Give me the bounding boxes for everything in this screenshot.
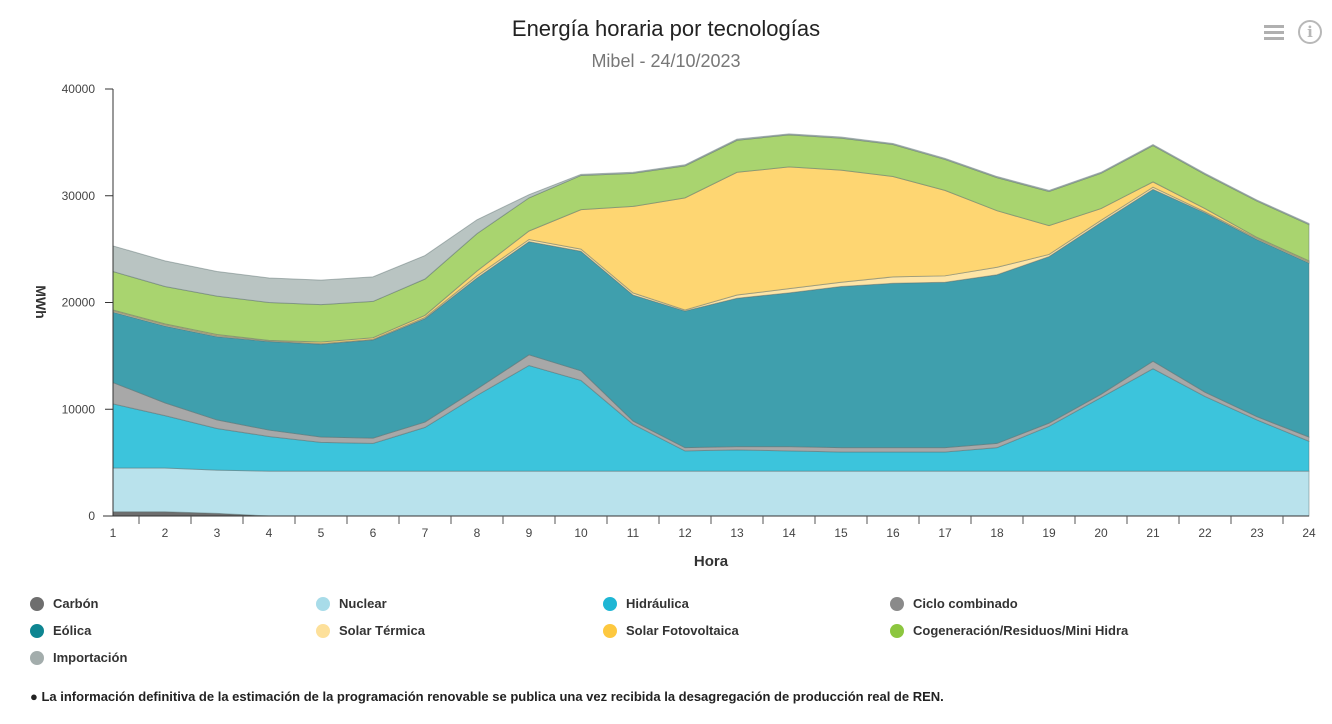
legend-item-cogeneracion-residuos-mini-hidra[interactable]: Cogeneración/Residuos/Mini Hidra	[890, 623, 1128, 638]
x-axis-title: Hora	[694, 553, 729, 570]
chart-title: Energía horaria por tecnologías	[511, 16, 821, 41]
area-series-group	[112, 133, 1310, 517]
y-tick-label: 10000	[62, 402, 96, 416]
y-tick-label: 20000	[62, 296, 96, 310]
legend-label: Solar Fotovoltaica	[626, 623, 739, 638]
x-tick-label: 4	[266, 526, 273, 540]
chart-toolbar: i	[1264, 20, 1322, 44]
legend-label: Ciclo combinado	[913, 596, 1018, 611]
x-tick-label: 3	[214, 526, 221, 540]
area-hidraulica[interactable]	[112, 364, 1310, 472]
legend-dot-icon	[316, 596, 330, 611]
x-tick-label: 19	[1042, 526, 1056, 540]
x-tick-label: 8	[474, 526, 481, 540]
x-tick-label: 23	[1250, 526, 1264, 540]
y-tick-label: 40000	[62, 82, 96, 96]
chart-subtitle: Mibel - 24/10/2023	[591, 51, 741, 71]
x-tick-label: 15	[834, 526, 848, 540]
x-tick-label: 21	[1146, 526, 1160, 540]
x-tick-label: 24	[1302, 526, 1316, 540]
x-tick-label: 11	[627, 526, 640, 540]
legend-item-carbon[interactable]: Carbón	[30, 596, 99, 611]
area-solar-termica[interactable]	[112, 186, 1310, 345]
x-tick-label: 13	[730, 526, 744, 540]
legend-label: Hidráulica	[626, 596, 689, 611]
legend-dot-icon	[316, 623, 330, 638]
x-tick-label: 9	[526, 526, 533, 540]
legend-label: Cogeneración/Residuos/Mini Hidra	[913, 623, 1129, 638]
legend-dot-icon	[30, 596, 44, 611]
legend-label: Eólica	[53, 623, 92, 638]
y-tick-label: 30000	[62, 189, 96, 203]
legend-item-importacion[interactable]: Importación	[30, 650, 127, 665]
legend-label: Solar Térmica	[339, 623, 425, 638]
legend-item-nuclear[interactable]: Nuclear	[316, 596, 387, 611]
legend-dot-icon	[890, 596, 904, 611]
x-tick-label: 2	[162, 526, 169, 540]
area-importacion[interactable]	[112, 133, 1310, 306]
x-tick-label: 14	[782, 526, 796, 540]
x-tick-label: 16	[886, 526, 900, 540]
legend-item-solar-fotovoltaica[interactable]: Solar Fotovoltaica	[603, 623, 739, 638]
legend-item-hidraulica[interactable]: Hidráulica	[603, 596, 689, 611]
x-tick-label: 7	[422, 526, 429, 540]
x-tick-label: 10	[574, 526, 588, 540]
legend-item-ciclo-combinado[interactable]: Ciclo combinado	[890, 596, 1018, 611]
legend-dot-icon	[890, 623, 904, 638]
legend-label: Nuclear	[339, 596, 387, 611]
legend-label: Importación	[53, 650, 128, 665]
x-tick-label: 1	[110, 526, 117, 540]
y-axis-title: MWh	[33, 285, 49, 318]
legend-item-eolica[interactable]: Eólica	[30, 623, 91, 638]
legend-item-solar-termica[interactable]: Solar Térmica	[316, 623, 425, 638]
footnote: ● La información definitiva de la estima…	[30, 689, 944, 704]
legend-dot-icon	[30, 623, 44, 638]
x-tick-label: 12	[678, 526, 692, 540]
legend-dot-icon	[603, 596, 617, 611]
y-tick-label: 0	[88, 509, 95, 523]
legend-label: Carbón	[53, 596, 99, 611]
hamburger-menu-icon[interactable]	[1264, 24, 1284, 40]
x-tick-label: 6	[370, 526, 377, 540]
info-circle-icon[interactable]: i	[1298, 20, 1322, 44]
x-tick-label: 18	[990, 526, 1004, 540]
x-tick-label: 17	[938, 526, 952, 540]
x-tick-label: 5	[318, 526, 325, 540]
area-nuclear[interactable]	[112, 467, 1310, 517]
x-tick-label: 22	[1198, 526, 1212, 540]
x-tick-label: 20	[1094, 526, 1108, 540]
legend-dot-icon	[30, 650, 44, 665]
legend-dot-icon	[603, 623, 617, 638]
